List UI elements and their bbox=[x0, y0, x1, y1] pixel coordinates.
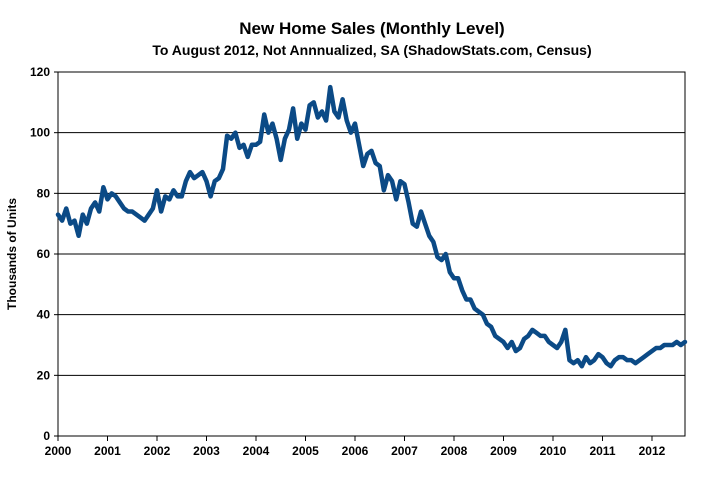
y-axis-tick-labels: 0 20 40 60 80 100 120 bbox=[30, 65, 58, 443]
y-tick-label: 120 bbox=[30, 65, 50, 79]
x-tick-label: 2000 bbox=[45, 444, 72, 458]
chart-title: New Home Sales (Monthly Level) bbox=[239, 19, 504, 38]
series-line-new-home-sales bbox=[55, 84, 688, 369]
y-tick-label: 80 bbox=[37, 186, 51, 200]
x-axis-tick-labels: 2000 2001 2002 2003 2004 2005 2006 2007 2008 2009… bbox=[45, 436, 666, 458]
x-tick-label: 2006 bbox=[342, 444, 369, 458]
x-tick-label: 2009 bbox=[490, 444, 517, 458]
x-tick-label: 2005 bbox=[292, 444, 319, 458]
y-tick-label: 100 bbox=[30, 126, 50, 140]
y-tick-label: 40 bbox=[37, 308, 51, 322]
x-tick-label: 2002 bbox=[144, 444, 171, 458]
gridlines bbox=[58, 132, 685, 376]
series-layer bbox=[55, 84, 688, 369]
x-tick-label: 2001 bbox=[94, 444, 121, 458]
y-tick-label: 20 bbox=[37, 368, 51, 382]
x-tick-label: 2011 bbox=[589, 444, 615, 458]
x-tick-label: 2007 bbox=[391, 444, 418, 458]
x-tick-label: 2010 bbox=[540, 444, 567, 458]
y-axis-label: Thousands of Units bbox=[5, 198, 19, 310]
x-tick-label: 2004 bbox=[243, 444, 270, 458]
x-tick-label: 2008 bbox=[441, 444, 468, 458]
x-tick-label: 2003 bbox=[193, 444, 220, 458]
x-tick-label: 2012 bbox=[639, 444, 666, 458]
y-tick-label: 60 bbox=[37, 247, 51, 261]
chart-subtitle: To August 2012, Not Annnualized, SA (Sha… bbox=[152, 42, 591, 58]
y-tick-label: 0 bbox=[43, 429, 50, 443]
